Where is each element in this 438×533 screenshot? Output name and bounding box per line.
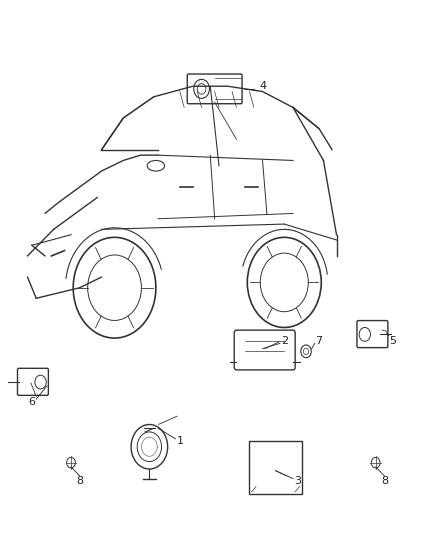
Text: 6: 6 <box>28 397 35 407</box>
Text: 3: 3 <box>294 477 301 486</box>
Text: 8: 8 <box>76 477 83 486</box>
Text: 4: 4 <box>259 81 266 91</box>
Text: 5: 5 <box>389 336 396 346</box>
Text: 7: 7 <box>315 336 323 346</box>
Text: 1: 1 <box>177 437 184 447</box>
Bar <box>250 441 302 495</box>
Text: 2: 2 <box>281 336 288 346</box>
Text: 8: 8 <box>381 477 388 486</box>
